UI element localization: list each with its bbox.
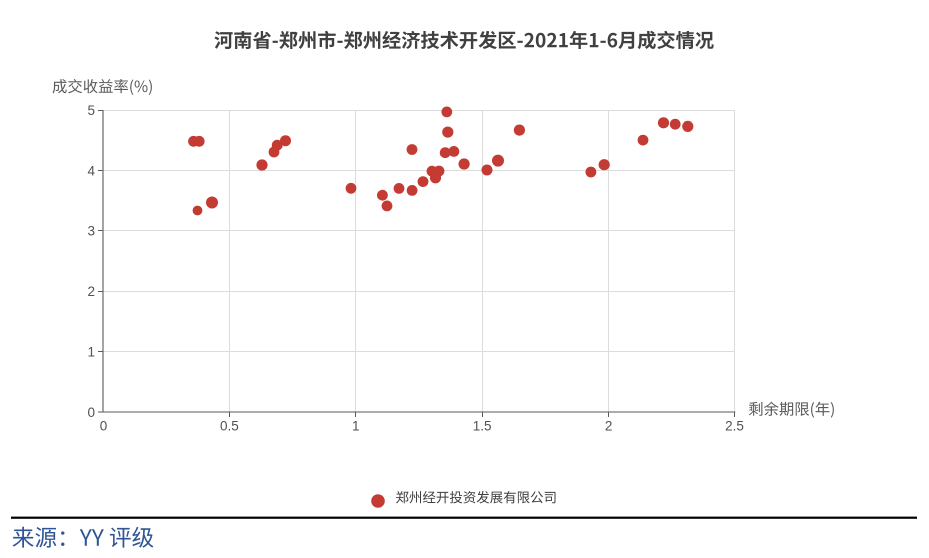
- svg-text:5: 5: [87, 103, 95, 118]
- svg-text:0: 0: [100, 419, 108, 434]
- svg-text:0: 0: [87, 405, 95, 420]
- svg-text:0.5: 0.5: [220, 419, 239, 434]
- svg-text:1: 1: [87, 345, 95, 360]
- svg-text:1: 1: [352, 419, 360, 434]
- svg-text:3: 3: [87, 224, 95, 239]
- svg-text:4: 4: [87, 163, 95, 178]
- svg-text:2: 2: [87, 284, 95, 299]
- svg-text:2: 2: [605, 419, 613, 434]
- svg-text:1.5: 1.5: [473, 419, 492, 434]
- svg-text:2.5: 2.5: [725, 419, 744, 434]
